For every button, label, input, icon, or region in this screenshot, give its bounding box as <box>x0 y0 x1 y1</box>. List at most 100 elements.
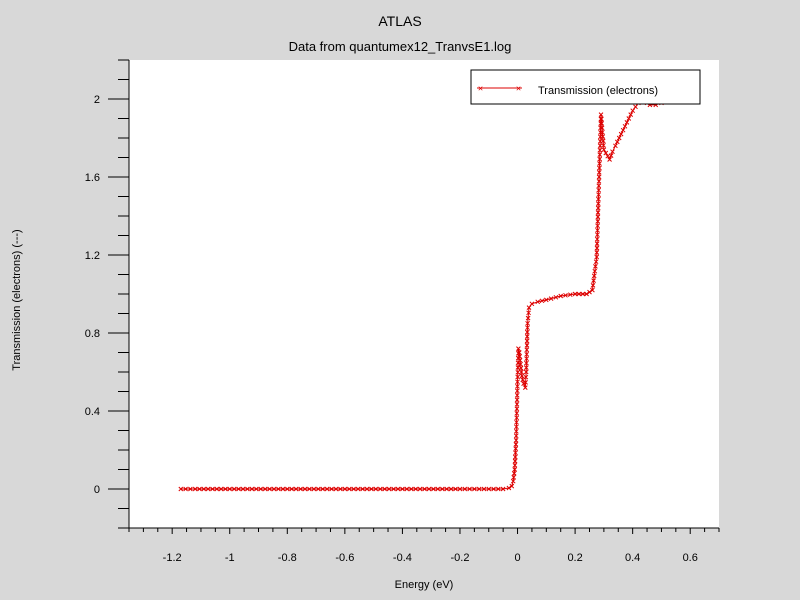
data-point-marker <box>526 310 531 316</box>
data-point-marker <box>595 201 601 206</box>
data-point-marker <box>422 486 427 492</box>
data-point-marker <box>517 354 523 359</box>
data-point-marker <box>558 293 564 299</box>
data-point-marker <box>391 486 396 492</box>
data-point-marker <box>598 125 603 131</box>
data-point-marker <box>302 486 308 492</box>
x-tick-label: -0.4 <box>393 552 412 564</box>
data-point-marker <box>320 486 326 492</box>
data-point-marker <box>245 486 250 492</box>
data-point-marker <box>595 214 601 220</box>
data-point-marker <box>597 147 603 153</box>
data-point-marker <box>598 121 604 126</box>
data-point-marker <box>249 486 255 492</box>
data-point-marker <box>364 486 370 492</box>
data-point-marker <box>596 187 602 193</box>
data-point-marker <box>377 486 383 492</box>
y-axis-ticks: 0 0.4 0.8 1.2 1.6 2 <box>85 59 129 529</box>
data-point-marker <box>227 486 233 492</box>
data-point-marker <box>567 292 573 298</box>
x-tick-label: -0.8 <box>278 552 297 564</box>
data-point-marker <box>518 365 524 371</box>
data-point-marker <box>435 486 441 492</box>
data-point-marker <box>369 486 374 492</box>
data-point-marker <box>591 273 597 279</box>
data-point-marker <box>594 241 600 246</box>
data-point-marker <box>506 485 512 491</box>
y-tick-label: 0.4 <box>85 406 100 418</box>
data-point-marker <box>601 142 606 148</box>
data-point-marker <box>514 424 519 430</box>
data-point-marker <box>596 174 602 180</box>
data-point-marker <box>511 471 517 476</box>
data-point-marker <box>597 161 602 166</box>
data-point-marker <box>515 379 520 385</box>
data-point-marker <box>514 397 520 403</box>
data-point-marker <box>595 232 600 238</box>
data-point-marker <box>594 236 600 242</box>
data-point-marker <box>523 369 529 375</box>
data-point-marker <box>596 196 601 202</box>
data-point-marker <box>572 291 578 297</box>
data-point-marker <box>526 305 532 310</box>
data-point-marker <box>472 486 477 492</box>
data-point-marker <box>553 294 559 300</box>
data-point-marker <box>315 486 321 492</box>
data-point-marker <box>324 486 330 492</box>
data-point-marker <box>382 486 388 492</box>
legend-box <box>470 69 701 105</box>
legend-marker-left: × <box>478 84 483 94</box>
data-point-marker <box>633 104 638 110</box>
data-point-marker <box>360 486 365 492</box>
data-point-marker <box>513 433 519 439</box>
data-point-marker <box>395 486 401 492</box>
y-tick-label: 1.2 <box>85 250 100 262</box>
data-point-marker <box>289 486 295 492</box>
legend-entry-label: Transmission (electrons) <box>538 85 658 97</box>
x-tick-label: 0.4 <box>625 552 640 564</box>
data-point-marker <box>514 401 520 407</box>
data-point-marker <box>404 486 410 492</box>
data-point-marker <box>231 486 237 492</box>
data-point-marker <box>607 157 612 162</box>
data-point-marker <box>267 486 272 492</box>
data-point-marker <box>509 483 515 489</box>
data-point-marker <box>201 486 207 492</box>
data-point-marker <box>539 298 545 304</box>
data-point-marker <box>595 223 600 229</box>
data-point-marker <box>630 108 636 114</box>
data-point-marker <box>293 486 299 492</box>
data-point-marker <box>597 165 602 171</box>
data-point-marker <box>576 291 582 297</box>
data-point-marker <box>584 291 589 297</box>
data-point-marker <box>535 299 541 305</box>
data-point-marker <box>514 406 520 412</box>
data-point-marker <box>599 121 605 126</box>
data-point-marker <box>298 486 303 492</box>
data-point-marker <box>593 264 598 269</box>
data-point-marker <box>514 419 519 425</box>
data-point-marker <box>188 486 193 492</box>
x-tick-label: 0.2 <box>567 552 582 564</box>
data-point-marker <box>276 486 281 492</box>
data-point-marker <box>525 325 530 331</box>
data-point-marker <box>548 296 554 301</box>
data-point-marker <box>596 192 601 198</box>
data-point-marker <box>513 428 519 434</box>
data-point-marker <box>439 486 445 492</box>
y-tick-label: 0 <box>94 484 100 496</box>
data-point-marker <box>236 486 241 492</box>
data-point-marker <box>563 292 568 298</box>
data-point-marker <box>523 365 529 370</box>
series-group <box>178 98 664 492</box>
data-point-marker <box>373 486 379 492</box>
data-point-marker <box>518 361 523 367</box>
data-point-marker <box>597 156 603 162</box>
data-point-marker <box>517 357 523 363</box>
data-point-marker <box>515 374 521 380</box>
y-tick-label: 1.6 <box>85 172 100 184</box>
data-point-marker <box>519 369 524 375</box>
data-point-marker <box>613 143 618 149</box>
data-point-marker <box>342 486 348 492</box>
